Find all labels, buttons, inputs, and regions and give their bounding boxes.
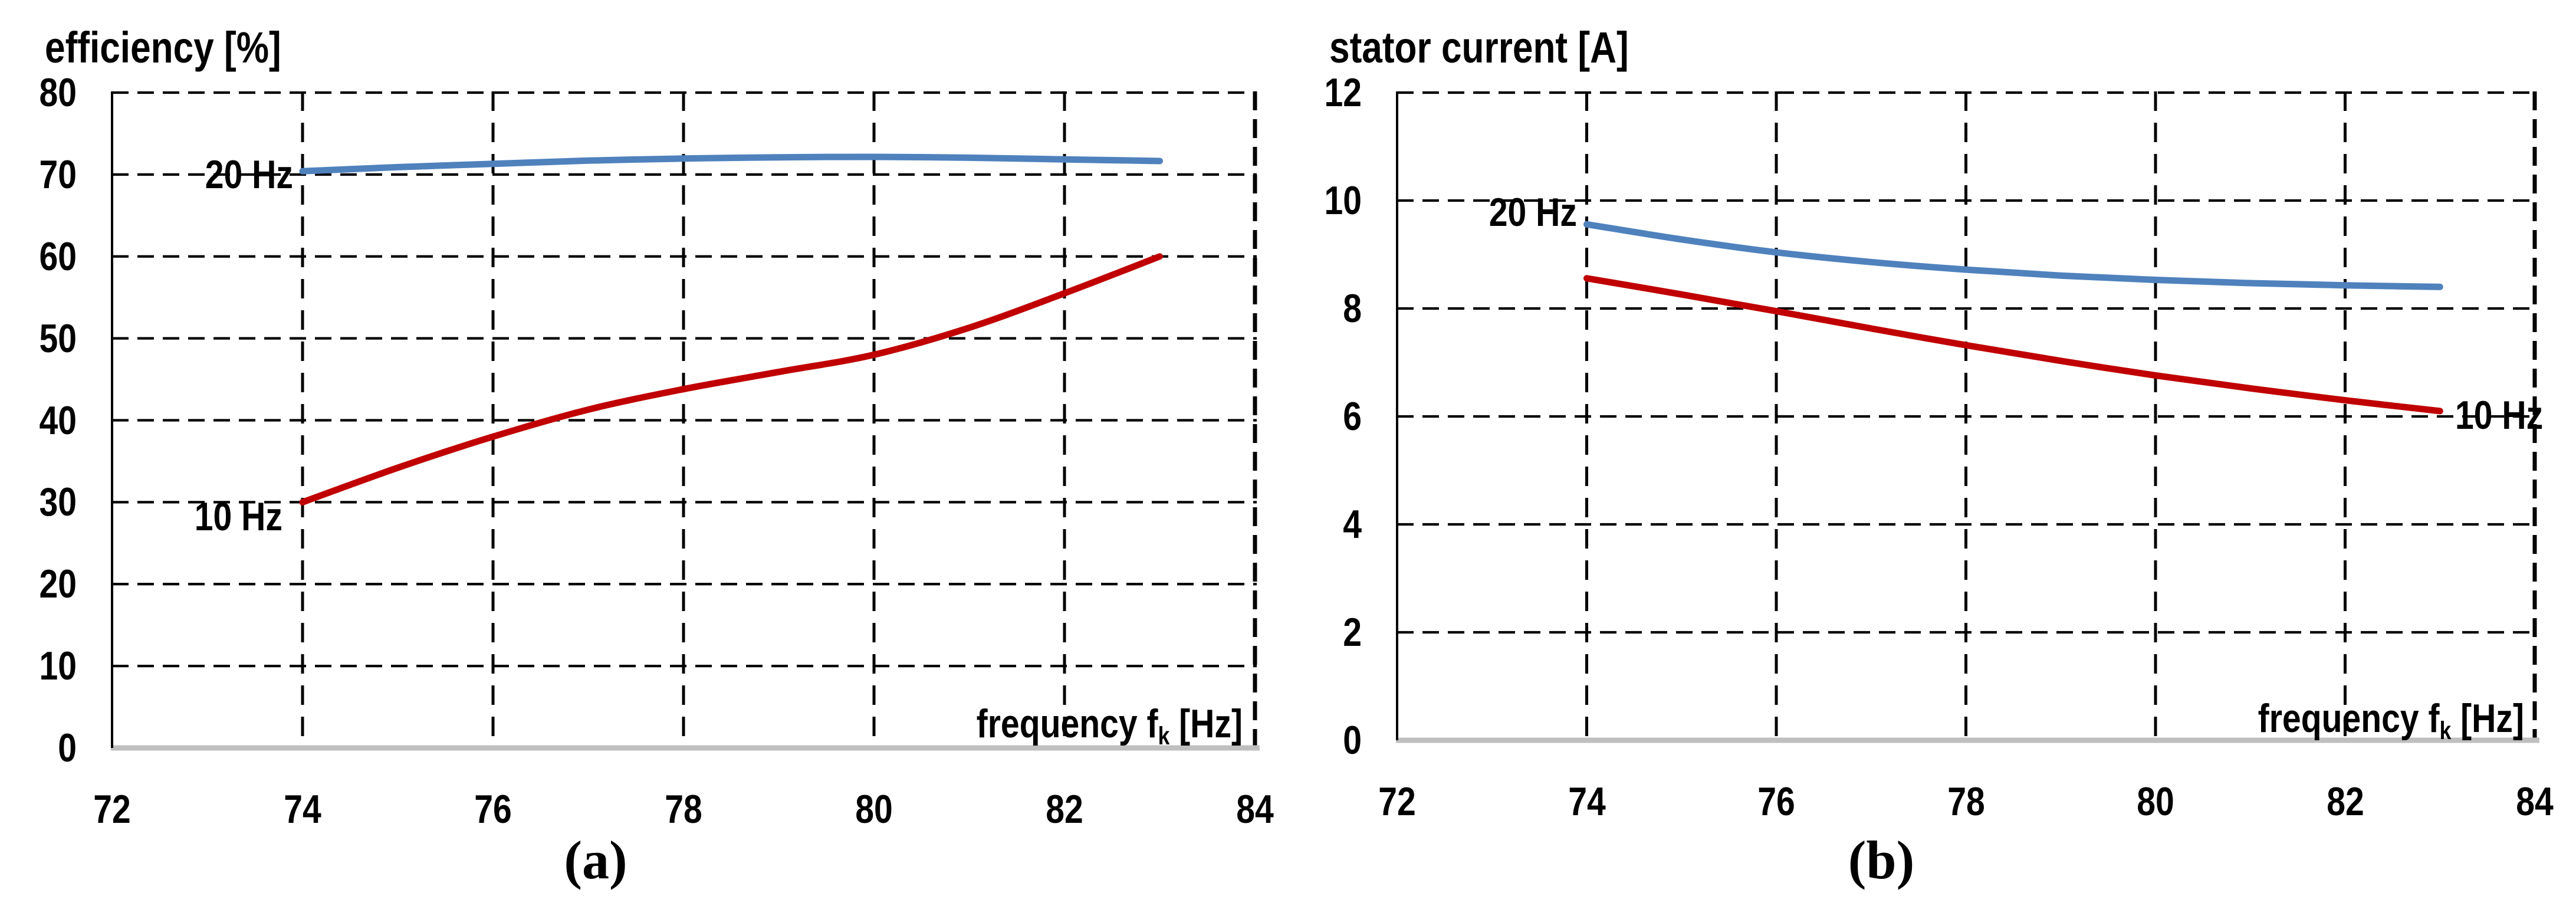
chart-b-x-axis-label-unit: [Hz] [2451, 696, 2524, 741]
chart-a-series-label-10hz: 10 Hz [194, 494, 282, 539]
chart-a-x-tick-label-76: 76 [474, 787, 512, 832]
chart-a-y-tick-label-30: 30 [39, 480, 77, 525]
chart-b-x-axis-label-subscript: k [2439, 716, 2452, 744]
chart-b-series-line-20hz [1583, 221, 2443, 290]
chart-a-x-tick-label-72: 72 [93, 787, 131, 832]
chart-a-y-tick-label-0: 0 [58, 726, 77, 770]
chart-a-caption: (a) [564, 830, 627, 890]
chart-b-y-tick-label-6: 6 [1343, 394, 1362, 439]
chart-a-x-tick-label-74: 74 [284, 787, 321, 832]
chart-a-x-axis-label-subscript: k [1158, 721, 1170, 750]
chart-a-series-line-20hz [299, 153, 1163, 175]
chart-b-y-tick-label-10: 10 [1324, 178, 1362, 223]
chart-a-x-axis-label: frequency fk [Hz] [797, 701, 1243, 750]
chart-b-caption: (b) [1848, 830, 1915, 890]
chart-b-y-tick-label-0: 0 [1343, 718, 1362, 763]
chart-b-x-tick-label-84: 84 [2516, 779, 2554, 824]
chart-b-title: stator current [A] [1329, 23, 1629, 72]
chart-b-x-axis-label: frequency fk [Hz] [2078, 696, 2524, 744]
chart-a-x-axis-label-unit: [Hz] [1169, 701, 1243, 746]
chart-a-y-tick-label-70: 70 [39, 152, 77, 197]
chart-b-x-axis-label-text: frequency f [2258, 696, 2440, 741]
chart-b-y-tick-label-12: 12 [1324, 70, 1362, 115]
chart-a-y-tick-label-80: 80 [39, 70, 77, 115]
chart-a-series-line-10hz [299, 253, 1163, 505]
chart-a-x-tick-label-84: 84 [1236, 787, 1274, 832]
chart-a-y-tick-label-10: 10 [39, 644, 77, 689]
chart-b-x-tick-label-76: 76 [1757, 779, 1795, 824]
chart-b-x-tick-label-74: 74 [1568, 779, 1606, 824]
chart-a-x-tick-label-80: 80 [855, 787, 893, 832]
chart-a-series-label-20hz: 20 Hz [205, 152, 293, 197]
chart-b-y-tick-label-8: 8 [1343, 286, 1362, 331]
chart-a-title: efficiency [%] [45, 23, 281, 72]
chart-a-x-axis-label-text: frequency f [976, 701, 1158, 746]
chart-a-x-tick-label-78: 78 [665, 787, 702, 832]
chart-a-y-tick-label-40: 40 [39, 398, 77, 443]
chart-b-x-tick-label-80: 80 [2137, 779, 2174, 824]
chart-b-y-tick-label-4: 4 [1343, 502, 1362, 547]
chart-a-y-tick-label-60: 60 [39, 234, 77, 279]
chart-b-series-label-10hz: 10 Hz [2455, 393, 2544, 438]
chart-a-y-tick-label-50: 50 [39, 316, 77, 361]
chart-b-y-tick-label-2: 2 [1343, 610, 1362, 655]
chart-a-x-tick-label-82: 82 [1046, 787, 1083, 832]
chart-b-series-line-10hz [1583, 275, 2443, 415]
chart-b-x-tick-label-78: 78 [1947, 779, 1985, 824]
chart-b-x-tick-label-72: 72 [1378, 779, 1416, 824]
chart-a-y-tick-label-20: 20 [39, 562, 77, 607]
chart-b-x-tick-label-82: 82 [2326, 779, 2364, 824]
chart-b-series-label-20hz: 20 Hz [1489, 190, 1577, 235]
